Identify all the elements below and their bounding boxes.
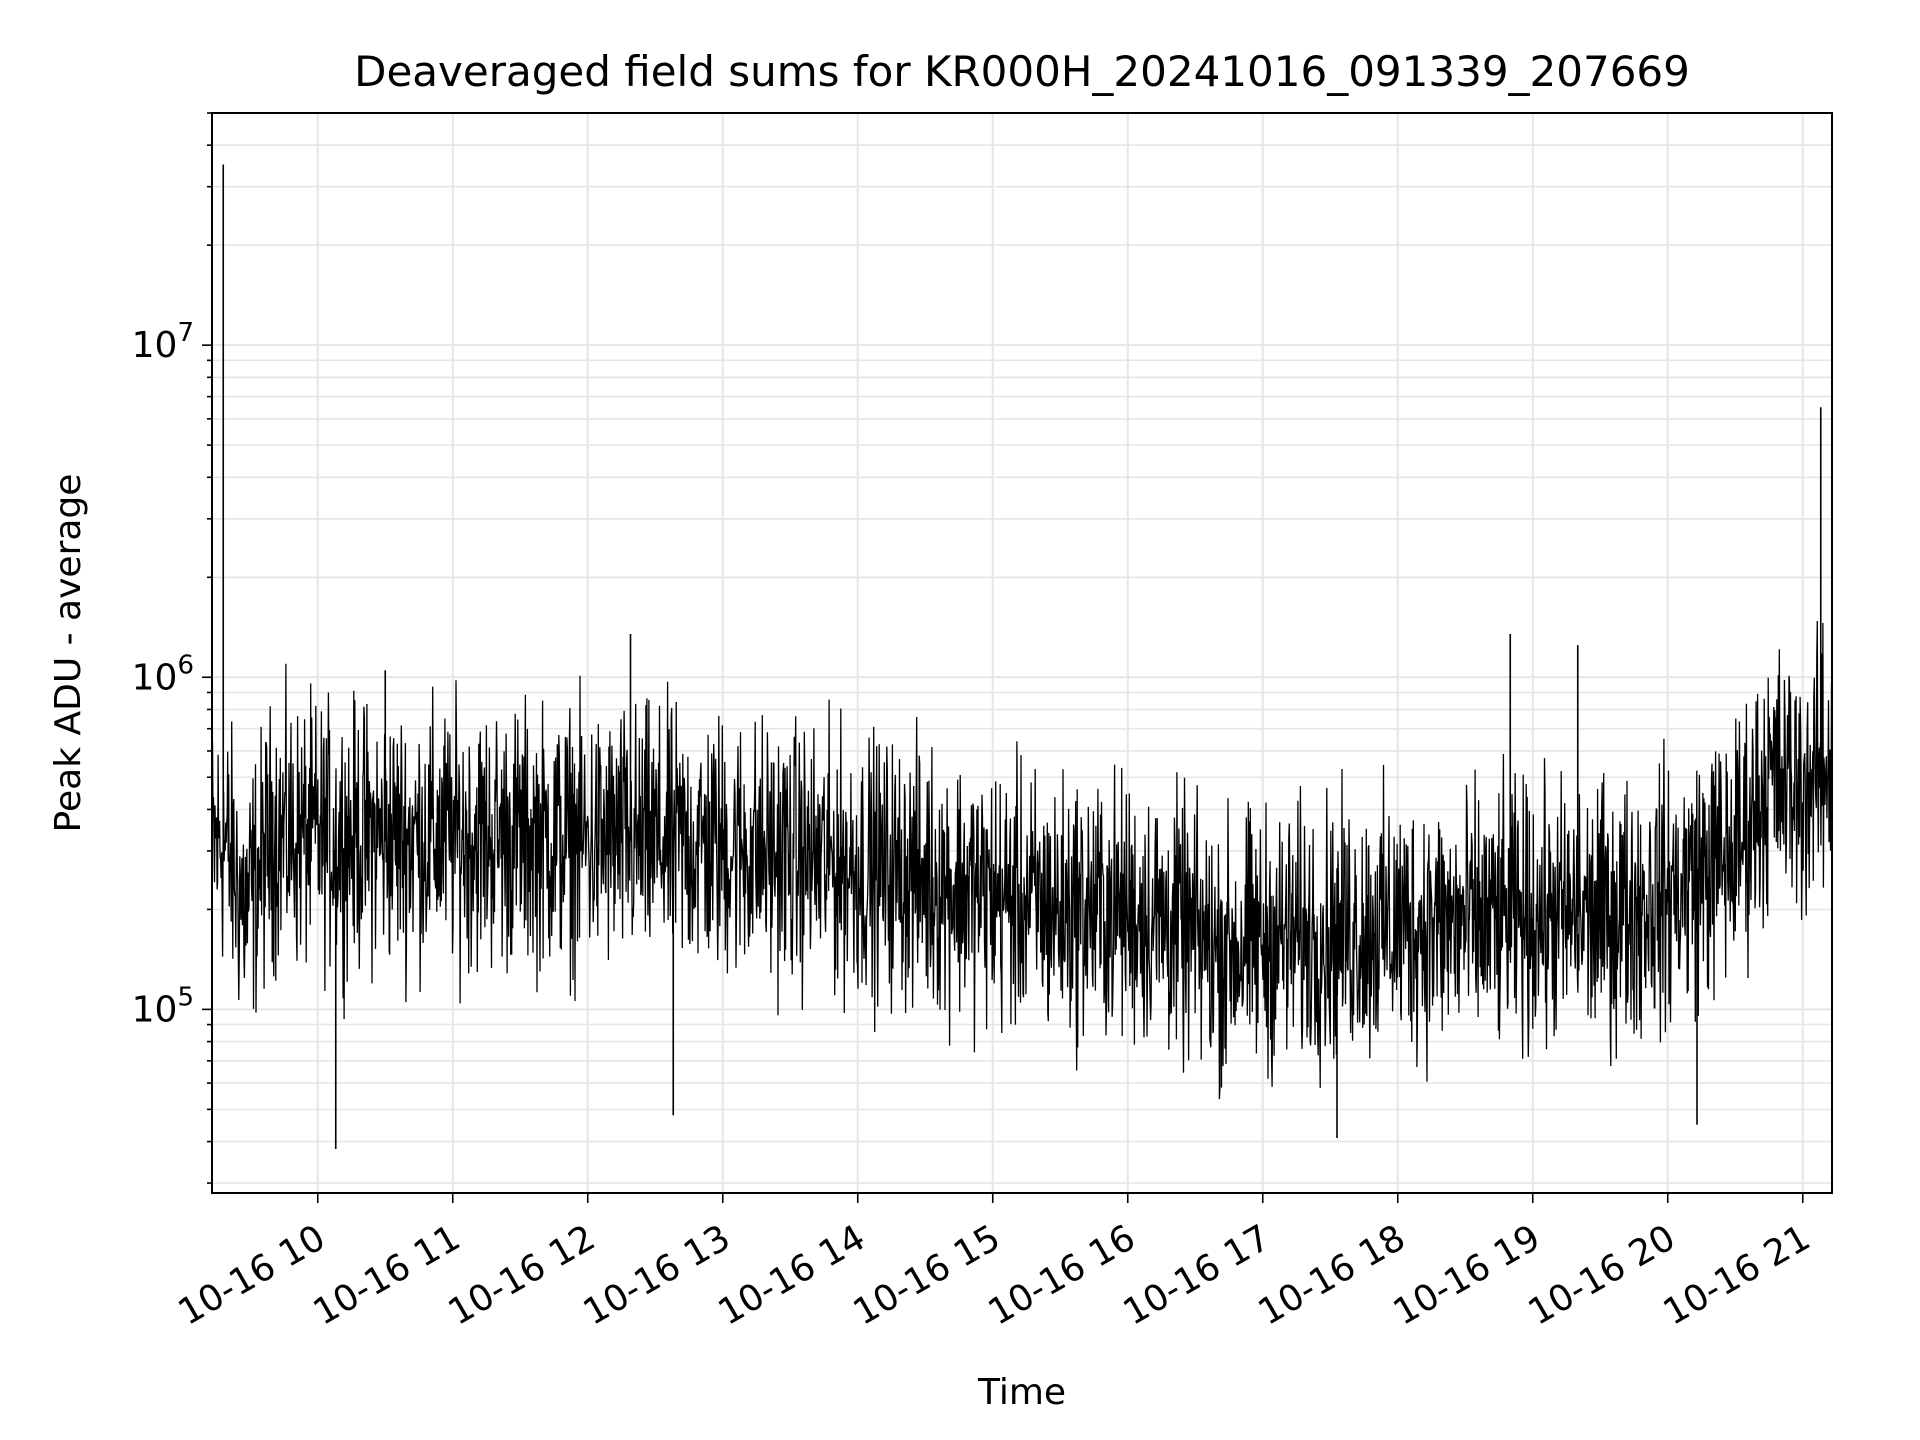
y-tick-label: 107 [132,318,194,366]
y-tick-label: 105 [132,982,194,1030]
plot-frame [211,112,1833,1194]
y-tick-label: 106 [132,650,194,698]
y-axis: 105 106 107 [132,112,212,1184]
y-axis-label: Peak ADU - average [48,474,89,833]
chart-title: Deaveraged field sums for KR000H_2024101… [354,47,1690,96]
spike-lines [222,164,1822,1149]
x-axis-label: Time [977,1372,1066,1413]
plot-area [212,164,1832,1149]
series-line [212,620,1832,1100]
minor-gridlines [212,112,1832,1184]
major-gridlines [212,113,1832,1193]
